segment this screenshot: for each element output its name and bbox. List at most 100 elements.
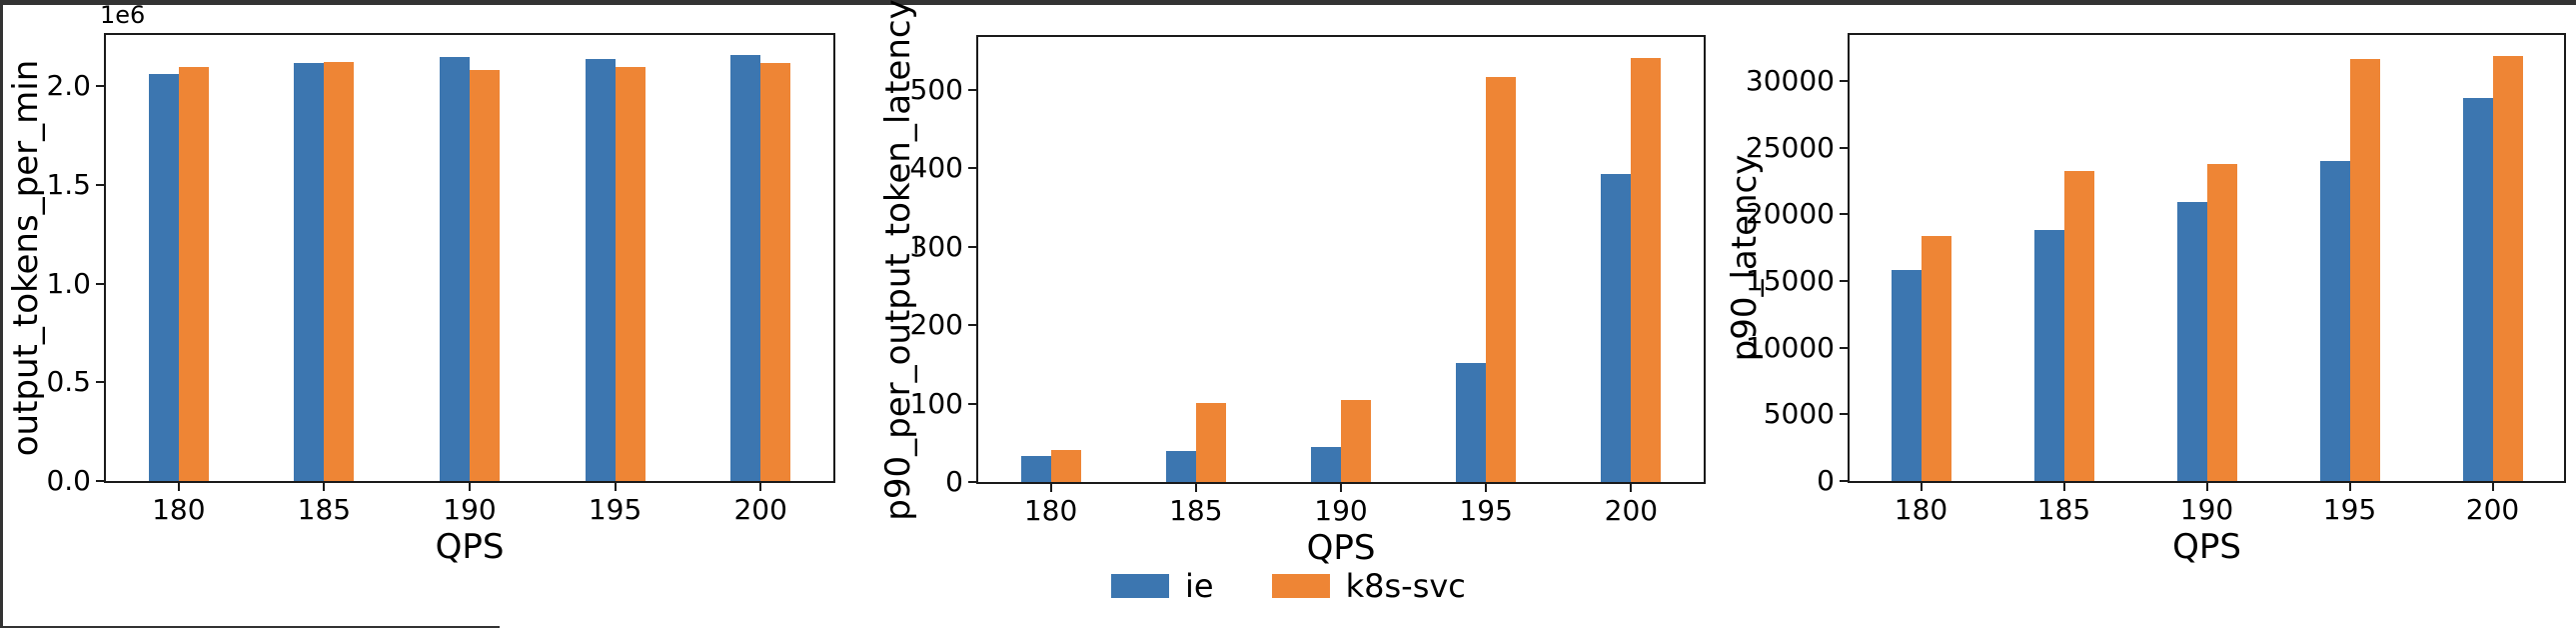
bar-k8s-svc-180	[178, 66, 209, 481]
bar-ie-180	[1020, 456, 1051, 482]
y-tick-label: 30000	[1745, 64, 1835, 97]
bar-ie-195	[1456, 362, 1487, 482]
y-tick-label: 200	[909, 308, 963, 342]
x-tick-label: 180	[1023, 494, 1078, 527]
subplot-output-tokens-per-min: 1e6 output_tokens_per_min QPS 0.0 0.5 1.0 1…	[6, 1, 835, 567]
bar-ie-190	[440, 56, 470, 481]
x-tick-label: 190	[2179, 493, 2234, 526]
y-axis-offset-text: 1e6	[100, 1, 146, 29]
bar-k8s-svc-180	[1921, 235, 1951, 481]
x-tick-mark	[1630, 484, 1633, 492]
bar-k8s-svc-200	[1631, 58, 1662, 482]
y-tick-label: 25000	[1745, 130, 1835, 164]
bar-k8s-svc-200	[2492, 56, 2523, 481]
bar-k8s-svc-185	[324, 61, 355, 481]
y-tick-label: 15000	[1745, 264, 1835, 297]
y-tick-mark	[968, 324, 976, 327]
x-axis-label: QPS	[2172, 527, 2241, 567]
y-tick-mark	[968, 481, 976, 483]
bar-k8s-svc-195	[1486, 77, 1517, 482]
bar-k8s-svc-180	[1050, 449, 1081, 482]
x-tick-label: 195	[588, 493, 643, 526]
legend-swatch-k8s-svc	[1271, 574, 1330, 598]
x-tick-label: 195	[2322, 493, 2377, 526]
x-tick-mark	[469, 483, 471, 491]
x-tick-label: 180	[1894, 493, 1948, 526]
x-tick-mark	[2205, 483, 2208, 491]
y-tick-mark	[96, 282, 104, 285]
x-tick-label: 200	[2465, 493, 2520, 526]
subplot-p90-per-output-token-latency: p90_per_output_token_latency QPS 0 100 200…	[878, 0, 1706, 568]
legend-label-ie: ie	[1185, 567, 1214, 605]
y-tick-mark	[96, 381, 104, 384]
x-tick-mark	[2491, 483, 2494, 491]
x-axis-label: QPS	[1306, 528, 1376, 568]
y-tick-label: 20000	[1745, 197, 1835, 231]
x-tick-label: 180	[152, 493, 206, 526]
bar-ie-180	[1891, 270, 1922, 481]
bar-ie-185	[1165, 451, 1196, 482]
x-tick-mark	[1049, 484, 1052, 492]
y-tick-mark	[1840, 480, 1848, 482]
bar-k8s-svc-190	[470, 69, 500, 481]
y-tick-label: 0	[1817, 464, 1835, 497]
y-tick-mark	[1840, 280, 1848, 282]
y-tick-mark	[968, 167, 976, 170]
x-tick-mark	[2348, 483, 2351, 491]
x-tick-mark	[323, 483, 326, 491]
y-tick-mark	[1840, 146, 1848, 149]
y-tick-mark	[1840, 213, 1848, 216]
bar-k8s-svc-195	[2349, 59, 2380, 481]
x-tick-label: 200	[733, 493, 787, 526]
x-tick-label: 185	[2036, 493, 2091, 526]
x-tick-mark	[614, 483, 617, 491]
screen-edge-top	[0, 0, 2576, 5]
subplot-p90-latency: p90_latency QPS 0 5000 10000 15000 20000 2500…	[1725, 33, 2566, 567]
bar-ie-190	[2176, 202, 2207, 481]
y-tick-mark	[96, 183, 104, 186]
bar-k8s-svc-190	[2206, 164, 2237, 481]
y-tick-label: 10000	[1745, 330, 1835, 364]
bar-ie-190	[1311, 446, 1341, 482]
y-tick-mark	[96, 85, 104, 88]
legend-label-k8s-svc: k8s-svc	[1345, 567, 1466, 605]
y-tick-label: 2.0	[46, 69, 91, 103]
legend: ie k8s-svc	[1111, 566, 1466, 606]
y-tick-label: 1.5	[46, 167, 91, 201]
y-tick-mark	[1840, 80, 1848, 82]
y-tick-label: 0.5	[46, 365, 91, 399]
x-tick-label: 190	[1314, 494, 1368, 527]
y-tick-label: 0	[945, 465, 963, 498]
y-tick-mark	[96, 480, 104, 482]
bar-ie-200	[2462, 98, 2493, 481]
y-tick-label: 0.0	[46, 464, 91, 497]
y-tick-label: 300	[909, 229, 963, 263]
y-axis-label: output_tokens_per_min	[6, 59, 46, 457]
x-tick-mark	[1194, 484, 1197, 492]
y-tick-mark	[968, 245, 976, 248]
bar-ie-200	[1601, 174, 1632, 482]
y-tick-label: 500	[909, 72, 963, 106]
screen-edge-bottom-left	[0, 626, 500, 628]
bar-k8s-svc-200	[760, 62, 791, 481]
y-tick-mark	[1840, 346, 1848, 349]
bar-ie-200	[730, 54, 761, 481]
x-axis-label: QPS	[435, 527, 505, 567]
x-tick-label: 185	[1169, 494, 1223, 527]
x-tick-label: 195	[1459, 494, 1513, 527]
bar-ie-180	[148, 74, 179, 481]
bar-ie-195	[2319, 161, 2350, 481]
bar-k8s-svc-195	[615, 66, 645, 481]
x-tick-label: 190	[443, 493, 497, 526]
x-tick-mark	[1340, 484, 1342, 492]
legend-entry-ie: ie	[1111, 566, 1214, 606]
x-tick-label: 185	[297, 493, 352, 526]
x-tick-mark	[177, 483, 180, 491]
screen-edge-left	[0, 0, 3, 628]
x-tick-mark	[1485, 484, 1488, 492]
x-tick-mark	[1920, 483, 1923, 491]
y-tick-label: 1.0	[46, 266, 91, 300]
bar-ie-185	[2033, 230, 2064, 481]
bar-ie-195	[585, 58, 616, 481]
